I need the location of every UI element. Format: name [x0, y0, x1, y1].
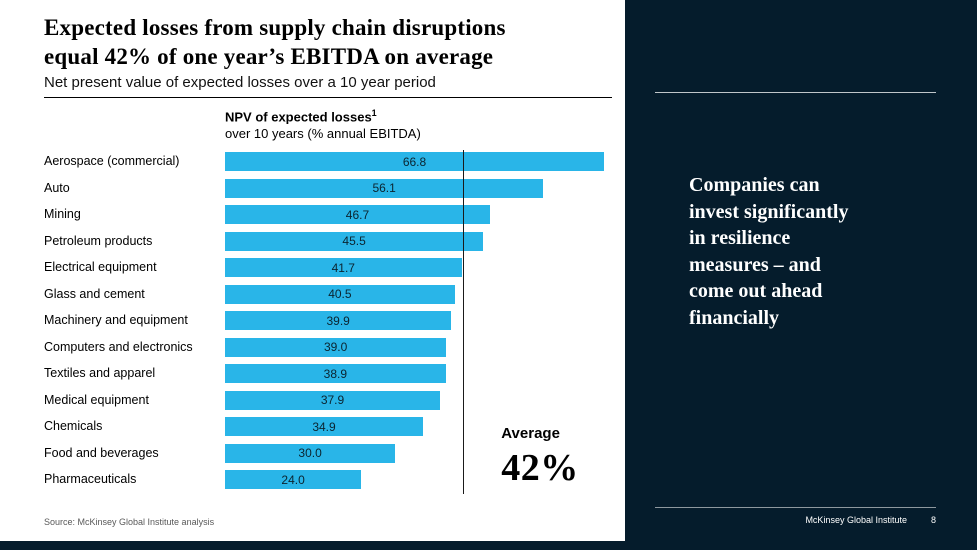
category-label: Medical equipment	[44, 392, 149, 407]
category-label: Mining	[44, 207, 81, 221]
source-note: Source: McKinsey Global Institute analys…	[44, 517, 215, 527]
footnote-marker: 1	[371, 108, 377, 118]
bar-value-label: 34.9	[312, 419, 336, 434]
bar-value-label: 39.9	[326, 313, 350, 328]
category-label: Chemicals	[44, 419, 103, 433]
category-label: Food and beverages	[44, 445, 159, 460]
chart-row: Machinery and equipment 39.9	[44, 311, 604, 338]
bar-value-label: 46.7	[345, 207, 370, 222]
chart-row: Textiles and apparel 38.9	[44, 364, 604, 391]
bar-value-label: 41.7	[331, 260, 355, 275]
average-annotation: Average 42%	[501, 425, 579, 490]
bar: 46.7	[225, 205, 490, 224]
slide-title-line-2: equal 42% of one year’s EBITDA on averag…	[44, 44, 494, 69]
bar-track: 45.5	[225, 231, 604, 251]
bottom-bar	[0, 541, 977, 550]
chart-row: Food and beverages 30.0	[44, 443, 604, 471]
category-label: Computers and electronics	[44, 339, 193, 354]
bar-track: 30.0	[225, 443, 604, 463]
chart-row: Auto 56.1	[44, 178, 604, 206]
bar-value-label: 24.0	[281, 472, 305, 487]
bar-value-label: 40.5	[328, 287, 352, 301]
bar: 38.9	[225, 364, 446, 383]
bar-value-label: 45.5	[342, 234, 366, 248]
slide-title-line-1: Expected losses from supply chain disrup…	[44, 15, 506, 40]
bar: 39.0	[225, 337, 447, 357]
page-number: 8	[930, 515, 936, 525]
bar: 66.8	[225, 152, 604, 171]
chart-row: Mining 46.7	[44, 205, 604, 232]
bar: 56.1	[225, 178, 544, 198]
slide-title: Expected losses from supply chain disrup…	[44, 13, 506, 71]
bar: 34.9	[225, 417, 423, 436]
bar-value-label: 66.8	[402, 154, 427, 169]
chart-title-text: NPV of expected losses	[225, 109, 372, 125]
bar-track: 38.9	[225, 364, 604, 383]
bar-value-label: 37.9	[320, 393, 345, 407]
bar-track: 24.0	[225, 470, 604, 489]
category-label: Glass and cement	[44, 286, 145, 301]
bar: 41.7	[225, 258, 462, 277]
chart-row: Chemicals 34.9	[44, 417, 604, 444]
bar: 24.0	[225, 470, 362, 489]
bar-chart: Aerospace (commercial) 66.8 Auto 56.1 Mining…	[44, 150, 604, 502]
chart-row: Medical equipment 37.9	[44, 390, 604, 418]
chart-row: Petroleum products 45.5	[44, 231, 604, 259]
bar-track: 66.8	[225, 152, 604, 171]
category-label: Machinery and equipment	[44, 313, 188, 327]
average-line	[463, 150, 465, 494]
average-value: 42%	[501, 447, 579, 489]
bar: 30.0	[225, 443, 396, 463]
chart-title: NPV of expected losses1	[225, 108, 421, 124]
chart-row: Electrical equipment 41.7	[44, 258, 604, 285]
bar-track: 40.5	[225, 284, 604, 304]
bar: 37.9	[225, 390, 441, 410]
sidebar-footer: McKinsey Global Institute 8	[655, 515, 936, 525]
bar-value-label: 38.9	[323, 366, 348, 381]
sidebar: Companies can invest significantly in resi…	[625, 0, 977, 550]
category-label: Petroleum products	[44, 233, 153, 248]
chart-row: Pharmaceuticals 24.0	[44, 470, 604, 497]
category-label: Pharmaceuticals	[44, 472, 137, 486]
chart-header: NPV of expected losses1 over 10 years (%…	[225, 108, 421, 141]
category-label: Textiles and apparel	[44, 366, 156, 380]
chart-subtitle: over 10 years (% annual EBITDA)	[225, 126, 421, 142]
slide-subtitle: Net present value of expected losses ove…	[44, 74, 436, 91]
bar: 45.5	[225, 231, 484, 251]
sidebar-top-rule	[655, 92, 936, 93]
category-label: Electrical equipment	[44, 260, 157, 274]
bar-track: 46.7	[225, 205, 604, 224]
bar-track: 34.9	[225, 417, 604, 436]
bar-track: 41.7	[225, 258, 604, 277]
bar: 39.9	[225, 311, 452, 330]
title-divider	[44, 97, 612, 98]
chart-row: Glass and cement 40.5	[44, 284, 604, 312]
bar-value-label: 30.0	[298, 446, 322, 460]
bar-value-label: 39.0	[323, 340, 348, 354]
bar: 40.5	[225, 284, 455, 304]
bar-track: 37.9	[225, 390, 604, 410]
chart-row: Computers and electronics 39.0	[44, 337, 604, 365]
category-label: Auto	[44, 180, 70, 195]
sidebar-bottom-rule	[655, 507, 936, 508]
brand-label: McKinsey Global Institute	[805, 515, 907, 525]
chart-rows: Aerospace (commercial) 66.8 Auto 56.1 Mining…	[44, 152, 604, 497]
category-label: Aerospace (commercial)	[44, 154, 180, 168]
chart-row: Aerospace (commercial) 66.8	[44, 152, 604, 179]
bar-track: 56.1	[225, 178, 604, 198]
bar-value-label: 56.1	[372, 181, 396, 195]
bar-track: 39.0	[225, 337, 604, 357]
bar-track: 39.9	[225, 311, 604, 330]
sidebar-message: Companies can invest significantly in resi…	[689, 174, 849, 329]
average-label: Average	[501, 425, 560, 442]
